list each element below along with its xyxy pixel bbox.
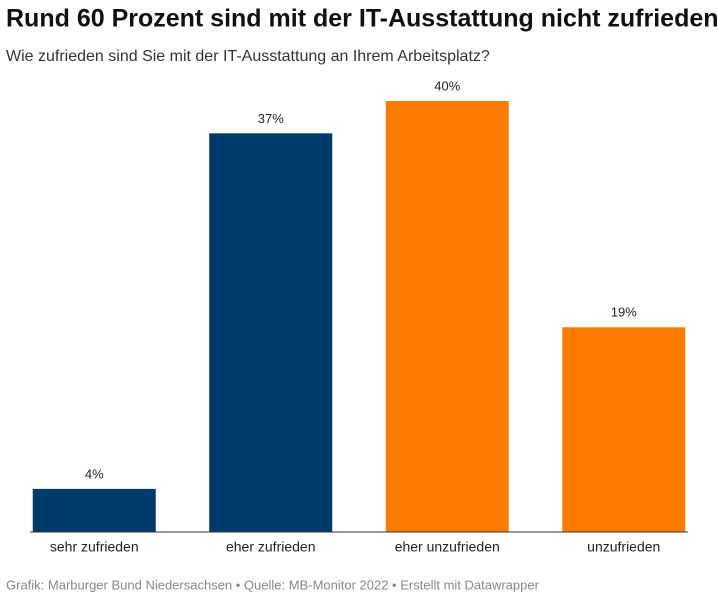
source-note: Grafik: Marburger Bund Niedersachsen • Q… bbox=[6, 577, 540, 592]
value-label: 19% bbox=[611, 305, 637, 320]
x-tick-label: unzufrieden bbox=[587, 539, 660, 555]
bar bbox=[385, 101, 509, 532]
x-tick-label: eher unzufrieden bbox=[395, 539, 500, 555]
chart-subtitle: Wie zufrieden sind Sie mit der IT-Aussta… bbox=[6, 48, 490, 65]
value-label: 40% bbox=[434, 78, 460, 93]
x-tick-label: sehr zufrieden bbox=[50, 539, 139, 555]
chart-title: Rund 60 Prozent sind mit der IT-Ausstatt… bbox=[6, 5, 718, 33]
value-label: 37% bbox=[258, 111, 284, 126]
bar bbox=[562, 327, 686, 532]
value-label: 4% bbox=[85, 466, 104, 481]
x-tick-label: eher zufrieden bbox=[226, 539, 316, 555]
bar bbox=[32, 488, 156, 532]
bar bbox=[209, 133, 333, 532]
